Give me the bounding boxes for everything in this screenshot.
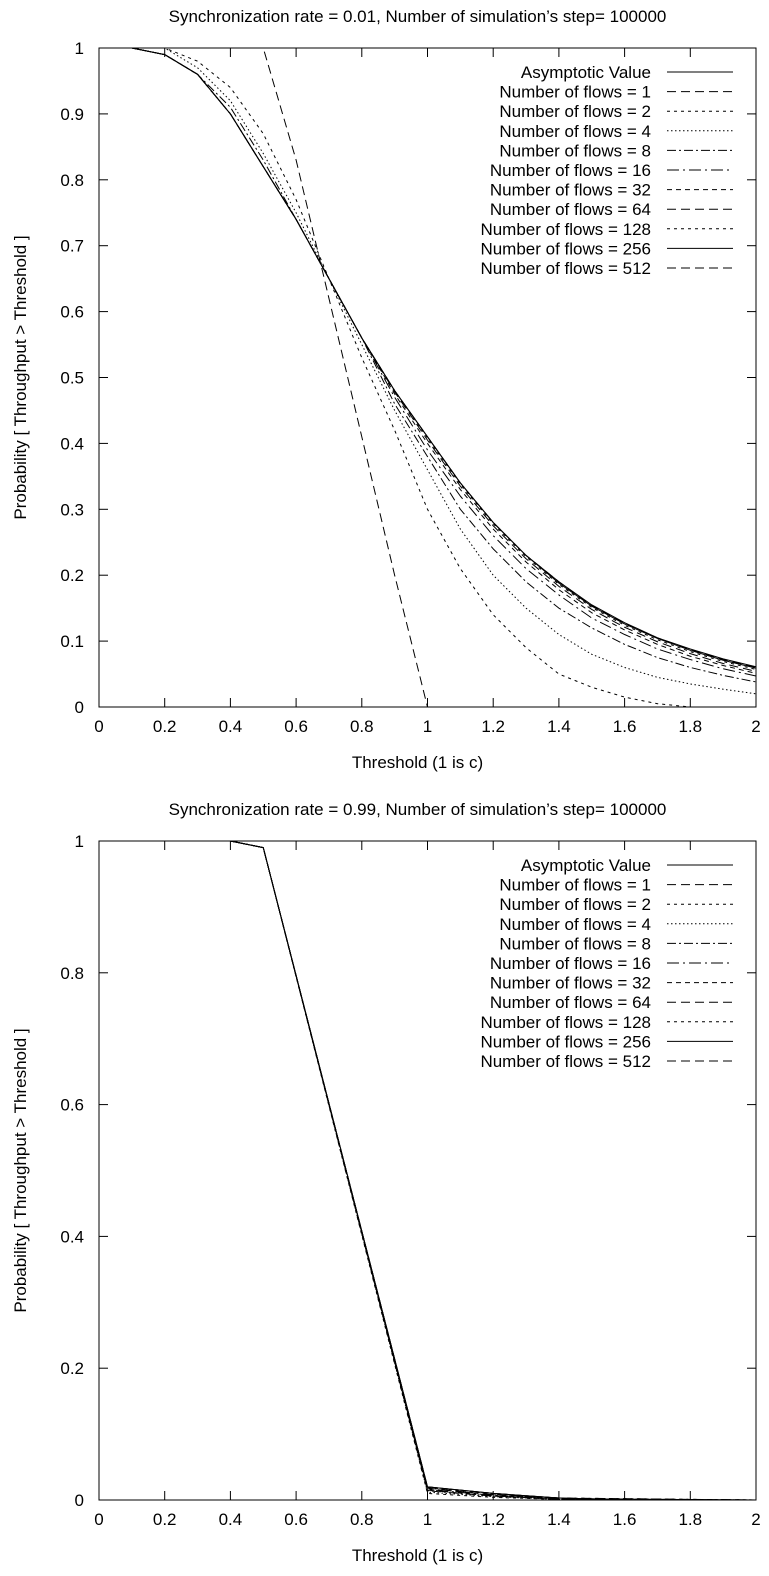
series-line-8 [99, 48, 756, 670]
y-tick-label: 0.6 [60, 303, 84, 322]
x-tick-label: 0 [94, 717, 103, 736]
legend-label: Number of flows = 1 [499, 876, 651, 895]
x-tick-label: 0.2 [153, 1510, 177, 1529]
x-tick-label: 1.6 [613, 717, 637, 736]
legend-label: Number of flows = 32 [490, 181, 651, 200]
y-tick-label: 0.5 [60, 369, 84, 388]
legend-label: Number of flows = 8 [499, 141, 651, 160]
legend-label: Number of flows = 8 [499, 934, 651, 953]
x-tick-label: 0.2 [153, 717, 177, 736]
legend-label: Number of flows = 256 [480, 239, 651, 258]
series-line-7 [99, 48, 756, 672]
legend-label: Asymptotic Value [521, 856, 651, 875]
x-tick-label: 0.4 [219, 717, 243, 736]
y-axis-label: Probability [ Throughput > Threshold ] [11, 235, 30, 519]
series-group [99, 48, 756, 707]
legend-label: Number of flows = 2 [499, 102, 651, 121]
chart-title: Synchronization rate = 0.01, Number of s… [169, 7, 667, 26]
y-tick-label: 1 [75, 39, 84, 58]
x-tick-label: 1.4 [547, 717, 571, 736]
series-line-6 [99, 841, 756, 1500]
legend-label: Number of flows = 64 [490, 200, 651, 219]
plot-frame [98, 47, 757, 708]
y-tick-label: 0.4 [60, 1227, 84, 1246]
y-axis-label: Probability [ Throughput > Threshold ] [11, 1028, 30, 1312]
series-line-2 [99, 841, 756, 1500]
x-tick-label: 1.6 [613, 1510, 637, 1529]
series-group [99, 841, 756, 1500]
x-tick-label: 1.2 [481, 717, 505, 736]
series-line-9 [99, 841, 756, 1500]
legend-label: Number of flows = 512 [480, 1052, 651, 1071]
y-tick-label: 0 [75, 1491, 84, 1510]
legend-label: Number of flows = 2 [499, 895, 651, 914]
legend-label: Number of flows = 128 [480, 220, 651, 239]
x-tick-label: 0.8 [350, 1510, 374, 1529]
series-line-5 [99, 841, 756, 1500]
y-tick-label: 0.2 [60, 1359, 84, 1378]
legend-label: Number of flows = 1 [499, 83, 651, 102]
series-line-1 [99, 48, 428, 707]
x-tick-label: 0.8 [350, 717, 374, 736]
y-tick-label: 0.7 [60, 237, 84, 256]
series-line-2 [99, 48, 756, 707]
series-line-4 [99, 841, 756, 1500]
legend-label: Number of flows = 4 [499, 122, 651, 141]
series-line-0 [99, 841, 756, 1500]
series-line-8 [99, 841, 756, 1500]
legend-label: Number of flows = 4 [499, 915, 651, 934]
y-tick-label: 0.1 [60, 632, 84, 651]
y-tick-label: 0.9 [60, 105, 84, 124]
chart-title: Synchronization rate = 0.99, Number of s… [169, 800, 667, 819]
x-tick-label: 1.8 [678, 1510, 702, 1529]
legend-label: Number of flows = 16 [490, 161, 651, 180]
x-axis-label: Threshold (1 is c) [352, 753, 483, 772]
series-line-1 [99, 841, 756, 1500]
legend-label: Number of flows = 64 [490, 993, 651, 1012]
x-tick-label: 0.4 [219, 1510, 243, 1529]
y-tick-label: 1 [75, 832, 84, 851]
y-tick-label: 0.4 [60, 434, 84, 453]
x-tick-label: 2 [751, 717, 760, 736]
x-tick-label: 0.6 [284, 1510, 308, 1529]
y-tick-label: 0.3 [60, 500, 84, 519]
x-tick-label: 1 [423, 1510, 432, 1529]
chart-panel-1: Synchronization rate = 0.01, Number of s… [11, 7, 761, 772]
y-tick-label: 0.6 [60, 1096, 84, 1115]
series-line-0 [99, 48, 756, 668]
x-tick-label: 1.2 [481, 1510, 505, 1529]
series-line-3 [99, 48, 756, 695]
series-line-10 [99, 841, 756, 1500]
x-tick-label: 1.8 [678, 717, 702, 736]
series-line-6 [99, 48, 756, 674]
legend-label: Number of flows = 32 [490, 974, 651, 993]
legend-label: Asymptotic Value [521, 63, 651, 82]
x-tick-label: 2 [751, 1510, 760, 1529]
series-line-5 [99, 48, 756, 677]
series-line-10 [99, 48, 756, 668]
x-tick-label: 1 [423, 717, 432, 736]
series-line-3 [99, 841, 756, 1500]
y-tick-label: 0.8 [60, 171, 84, 190]
legend-label: Number of flows = 512 [480, 259, 651, 278]
y-tick-label: 0.8 [60, 964, 84, 983]
series-line-4 [99, 48, 756, 683]
y-tick-label: 0 [75, 698, 84, 717]
x-tick-label: 0 [94, 1510, 103, 1529]
series-line-7 [99, 841, 756, 1500]
legend-label: Number of flows = 16 [490, 954, 651, 973]
legend-label: Number of flows = 256 [480, 1032, 651, 1051]
x-tick-label: 1.4 [547, 1510, 571, 1529]
chart-panel-2: Synchronization rate = 0.99, Number of s… [11, 800, 761, 1565]
plot-frame [98, 840, 757, 1501]
x-tick-label: 0.6 [284, 717, 308, 736]
legend-label: Number of flows = 128 [480, 1013, 651, 1032]
y-tick-label: 0.2 [60, 566, 84, 585]
x-axis-label: Threshold (1 is c) [352, 1546, 483, 1565]
series-line-9 [99, 48, 756, 669]
